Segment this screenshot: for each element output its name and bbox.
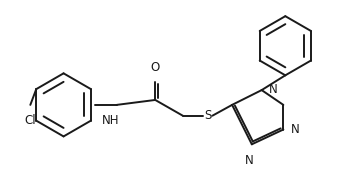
- Text: N: N: [269, 83, 277, 96]
- Text: NH: NH: [102, 114, 120, 127]
- Text: N: N: [244, 154, 253, 167]
- Text: O: O: [151, 61, 160, 74]
- Text: S: S: [204, 109, 211, 122]
- Text: Cl: Cl: [25, 114, 36, 127]
- Text: N: N: [291, 123, 300, 136]
